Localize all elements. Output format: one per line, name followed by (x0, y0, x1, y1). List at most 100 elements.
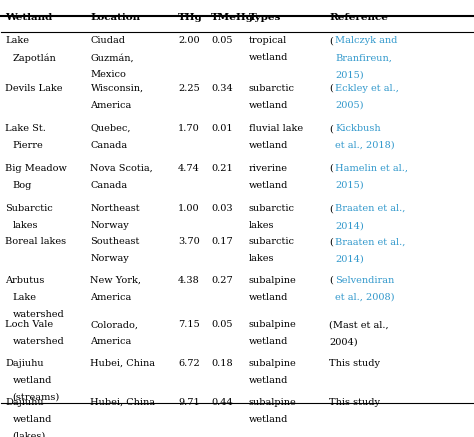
Text: Pierre: Pierre (12, 141, 43, 150)
Text: Mexico: Mexico (91, 70, 127, 79)
Text: 0.05: 0.05 (211, 320, 233, 329)
Text: lakes: lakes (249, 254, 274, 263)
Text: New York,: New York, (91, 276, 142, 284)
Text: subalpine: subalpine (249, 320, 297, 329)
Text: wetland: wetland (249, 180, 288, 190)
Text: subalpine: subalpine (249, 276, 297, 284)
Text: 3.70: 3.70 (178, 237, 200, 246)
Text: Guzmán,: Guzmán, (91, 53, 134, 62)
Text: Arbutus: Arbutus (5, 276, 45, 284)
Text: (streams): (streams) (12, 392, 60, 402)
Text: (: ( (329, 36, 333, 45)
Text: Devils Lake: Devils Lake (5, 83, 63, 93)
Text: subarctic: subarctic (249, 237, 295, 246)
Text: (: ( (329, 164, 333, 173)
Text: Braaten et al.,: Braaten et al., (335, 204, 406, 213)
Text: 2015): 2015) (335, 180, 364, 190)
Text: Dajiuhu: Dajiuhu (5, 398, 44, 407)
Text: 4.74: 4.74 (178, 164, 200, 173)
Text: Nova Scotia,: Nova Scotia, (91, 164, 153, 173)
Text: Wetland: Wetland (5, 13, 53, 22)
Text: Lake: Lake (12, 293, 36, 302)
Text: 2.00: 2.00 (178, 36, 200, 45)
Text: wetland: wetland (249, 53, 288, 62)
Text: lakes: lakes (249, 221, 274, 230)
Text: et al., 2008): et al., 2008) (335, 293, 395, 302)
Text: Northeast: Northeast (91, 204, 140, 213)
Text: Lake: Lake (5, 36, 29, 45)
Text: lakes: lakes (12, 221, 38, 230)
Text: 2.25: 2.25 (178, 83, 200, 93)
Text: wetland: wetland (249, 375, 288, 385)
Text: 7.15: 7.15 (178, 320, 200, 329)
Text: wetland: wetland (249, 141, 288, 150)
Text: (: ( (329, 83, 333, 93)
Text: This study: This study (329, 398, 380, 407)
Text: 1.70: 1.70 (178, 124, 200, 133)
Text: Norway: Norway (91, 221, 129, 230)
Text: 0.21: 0.21 (211, 164, 233, 173)
Text: 1.00: 1.00 (178, 204, 200, 213)
Text: America: America (91, 337, 132, 346)
Text: Selvendiran: Selvendiran (335, 276, 394, 284)
Text: Braaten et al.,: Braaten et al., (335, 237, 406, 246)
Text: Norway: Norway (91, 254, 129, 263)
Text: Malczyk and: Malczyk and (335, 36, 398, 45)
Text: Bog: Bog (12, 180, 32, 190)
Text: 0.05: 0.05 (211, 36, 233, 45)
Text: wetland: wetland (249, 101, 288, 110)
Text: Kickbush: Kickbush (335, 124, 381, 133)
Text: (: ( (329, 276, 333, 284)
Text: Canada: Canada (91, 141, 128, 150)
Text: Colorado,: Colorado, (91, 320, 138, 329)
Text: THg: THg (178, 13, 203, 22)
Text: Zapotlán: Zapotlán (12, 53, 56, 63)
Text: Subarctic: Subarctic (5, 204, 53, 213)
Text: subalpine: subalpine (249, 359, 297, 368)
Text: wetland: wetland (249, 415, 288, 424)
Text: (Mast et al.,: (Mast et al., (329, 320, 389, 329)
Text: Reference: Reference (329, 13, 388, 22)
Text: 0.34: 0.34 (211, 83, 233, 93)
Text: (: ( (329, 204, 333, 213)
Text: subalpine: subalpine (249, 398, 297, 407)
Text: (: ( (329, 237, 333, 246)
Text: wetland: wetland (249, 337, 288, 346)
Text: fluvial lake: fluvial lake (249, 124, 303, 133)
Text: Wisconsin,: Wisconsin, (91, 83, 144, 93)
Text: This study: This study (329, 359, 380, 368)
Text: TMeHg: TMeHg (211, 13, 254, 22)
Text: Lake St.: Lake St. (5, 124, 46, 133)
Text: 0.44: 0.44 (211, 398, 233, 407)
Text: Loch Vale: Loch Vale (5, 320, 54, 329)
Text: Types: Types (249, 13, 281, 22)
Text: wetland: wetland (249, 293, 288, 302)
Text: subarctic: subarctic (249, 204, 295, 213)
Text: America: America (91, 101, 132, 110)
Text: subarctic: subarctic (249, 83, 295, 93)
Text: Location: Location (91, 13, 141, 22)
Text: (: ( (329, 124, 333, 133)
Text: Big Meadow: Big Meadow (5, 164, 67, 173)
Text: 0.17: 0.17 (211, 237, 233, 246)
Text: 4.38: 4.38 (178, 276, 200, 284)
Text: 6.72: 6.72 (178, 359, 200, 368)
Text: 9.71: 9.71 (178, 398, 200, 407)
Text: Southeast: Southeast (91, 237, 140, 246)
Text: riverine: riverine (249, 164, 288, 173)
Text: America: America (91, 293, 132, 302)
Text: 0.03: 0.03 (211, 204, 233, 213)
Text: wetland: wetland (12, 415, 52, 424)
Text: 0.18: 0.18 (211, 359, 233, 368)
Text: 2014): 2014) (335, 254, 364, 263)
Text: 2005): 2005) (335, 101, 364, 110)
Text: (lakes): (lakes) (12, 432, 46, 437)
Text: Boreal lakes: Boreal lakes (5, 237, 66, 246)
Text: Hubei, China: Hubei, China (91, 398, 155, 407)
Text: Canada: Canada (91, 180, 128, 190)
Text: 2014): 2014) (335, 221, 364, 230)
Text: watershed: watershed (12, 310, 64, 319)
Text: wetland: wetland (12, 375, 52, 385)
Text: 2015): 2015) (335, 70, 364, 79)
Text: 2004): 2004) (329, 337, 358, 346)
